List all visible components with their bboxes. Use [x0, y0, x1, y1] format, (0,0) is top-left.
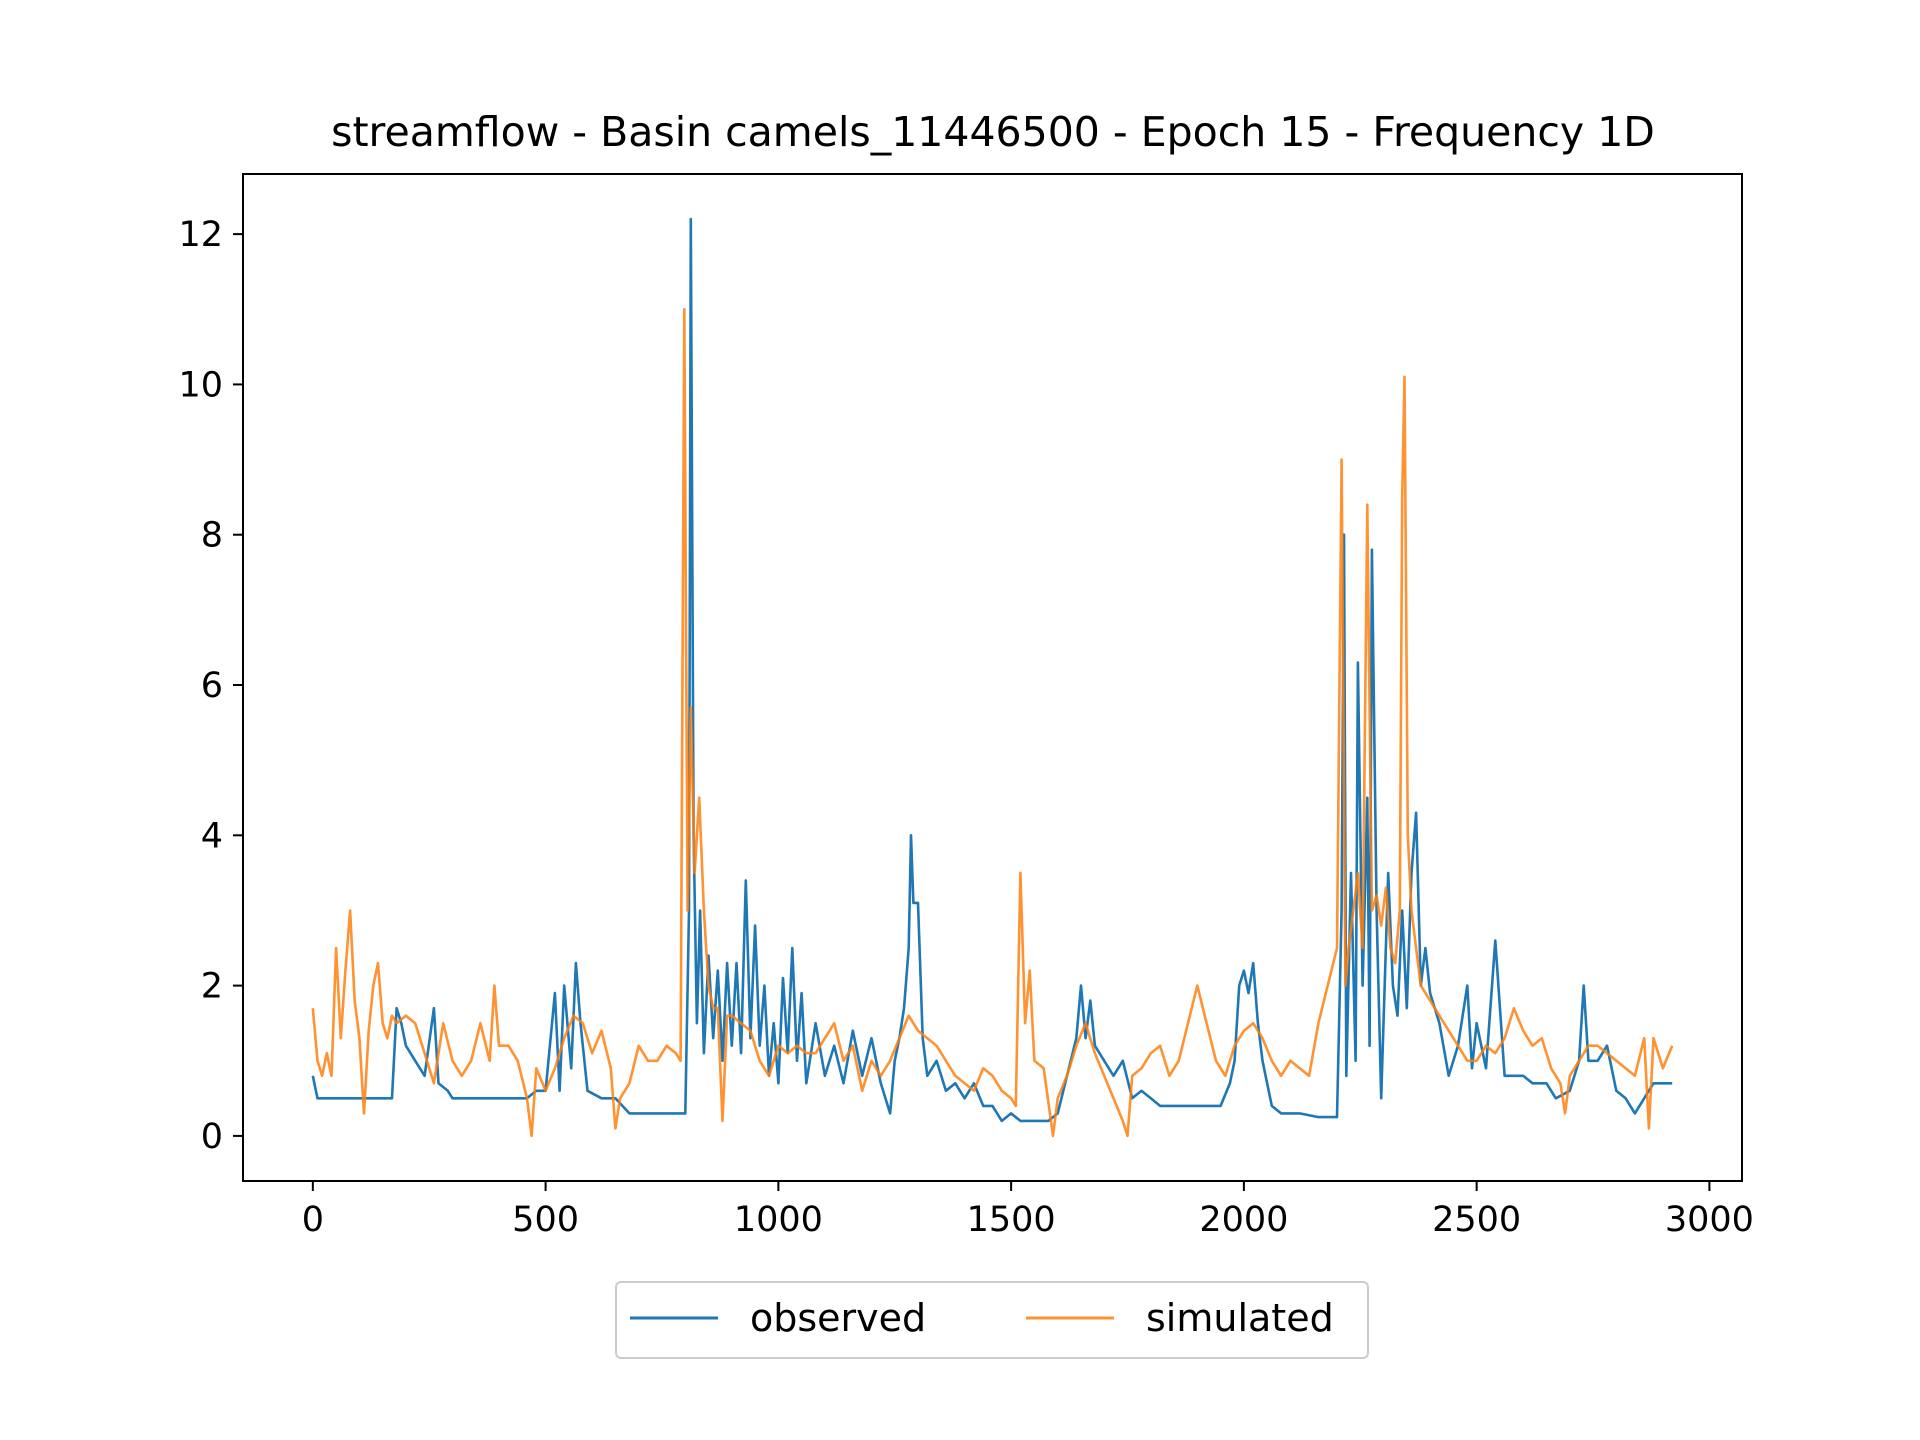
x-tick-label: 2000: [1199, 1200, 1288, 1240]
y-tick-label: 2: [201, 967, 223, 1007]
x-tick-label: 1000: [734, 1200, 823, 1240]
x-axis: 0 500 1000 1500 2000 2500 3000: [302, 1181, 1754, 1240]
x-tick-label: 0: [302, 1200, 324, 1240]
x-tick-label: 500: [512, 1200, 579, 1240]
chart-title: streamflow - Basin camels_11446500 - Epo…: [331, 108, 1655, 156]
series-layer: [311, 217, 1674, 1138]
y-tick-label: 8: [201, 516, 223, 556]
x-tick-label: 3000: [1665, 1200, 1754, 1240]
series-line-simulated: [311, 308, 1674, 1138]
legend-label-observed: observed: [750, 1296, 926, 1340]
y-tick-label: 4: [201, 816, 223, 856]
y-axis: 0 2 4 6 8 10 12: [178, 215, 243, 1157]
x-tick-label: 2500: [1432, 1200, 1521, 1240]
x-tick-label: 1500: [967, 1200, 1056, 1240]
legend-label-simulated: simulated: [1146, 1296, 1334, 1340]
y-tick-label: 12: [178, 215, 223, 255]
y-tick-label: 6: [201, 666, 223, 706]
series-line-observed: [311, 217, 1673, 1123]
plot-frame: [242, 173, 1743, 1182]
y-tick-label: 10: [178, 365, 223, 405]
legend-frame: [615, 1281, 1369, 1359]
y-tick-label: 0: [201, 1117, 223, 1157]
legend: observed simulated: [615, 1281, 1369, 1359]
